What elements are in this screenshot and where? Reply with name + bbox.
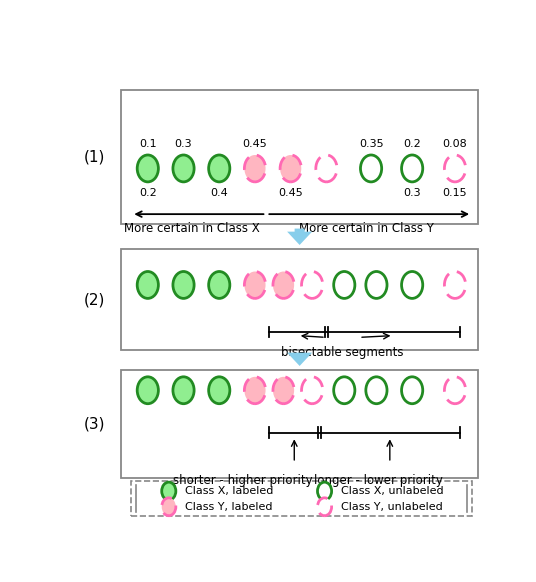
Ellipse shape bbox=[401, 377, 423, 404]
Ellipse shape bbox=[137, 271, 159, 299]
Text: 0.08: 0.08 bbox=[443, 139, 467, 149]
Text: (2): (2) bbox=[83, 292, 105, 307]
Text: More certain in Class X: More certain in Class X bbox=[124, 222, 259, 235]
Text: 0.2: 0.2 bbox=[139, 188, 157, 198]
Text: shorter - higher priority: shorter - higher priority bbox=[173, 474, 312, 487]
Ellipse shape bbox=[280, 155, 301, 182]
FancyBboxPatch shape bbox=[121, 249, 478, 350]
Text: 0.4: 0.4 bbox=[210, 188, 228, 198]
Ellipse shape bbox=[273, 271, 294, 299]
Ellipse shape bbox=[317, 498, 332, 516]
Text: 0.2: 0.2 bbox=[403, 139, 421, 149]
Ellipse shape bbox=[316, 155, 337, 182]
Ellipse shape bbox=[366, 377, 387, 404]
Ellipse shape bbox=[334, 377, 355, 404]
Ellipse shape bbox=[173, 377, 194, 404]
Text: (1): (1) bbox=[83, 150, 105, 165]
Text: longer - lower priority: longer - lower priority bbox=[314, 474, 443, 487]
Ellipse shape bbox=[137, 155, 159, 182]
Ellipse shape bbox=[244, 377, 265, 404]
Ellipse shape bbox=[361, 155, 382, 182]
Text: 0.45: 0.45 bbox=[243, 139, 267, 149]
Text: Class Y, labeled: Class Y, labeled bbox=[185, 502, 273, 512]
Ellipse shape bbox=[401, 271, 423, 299]
Text: Class X, unlabeled: Class X, unlabeled bbox=[341, 486, 444, 496]
FancyBboxPatch shape bbox=[131, 481, 472, 516]
Ellipse shape bbox=[273, 377, 294, 404]
Ellipse shape bbox=[209, 271, 230, 299]
Ellipse shape bbox=[302, 377, 323, 404]
Ellipse shape bbox=[401, 155, 423, 182]
Ellipse shape bbox=[366, 271, 387, 299]
Text: 0.15: 0.15 bbox=[443, 188, 467, 198]
FancyBboxPatch shape bbox=[121, 370, 478, 478]
Ellipse shape bbox=[162, 482, 176, 500]
Text: 0.35: 0.35 bbox=[359, 139, 383, 149]
Ellipse shape bbox=[137, 377, 159, 404]
Ellipse shape bbox=[444, 155, 466, 182]
Text: More certain in Class Y: More certain in Class Y bbox=[299, 222, 434, 235]
Ellipse shape bbox=[244, 155, 265, 182]
Text: Class X, labeled: Class X, labeled bbox=[185, 486, 274, 496]
Ellipse shape bbox=[444, 377, 466, 404]
Text: 0.45: 0.45 bbox=[278, 188, 303, 198]
Ellipse shape bbox=[209, 155, 230, 182]
Ellipse shape bbox=[173, 155, 194, 182]
Ellipse shape bbox=[162, 498, 176, 516]
Text: bisectable segments: bisectable segments bbox=[281, 346, 404, 359]
FancyBboxPatch shape bbox=[121, 90, 478, 225]
Ellipse shape bbox=[209, 377, 230, 404]
Text: 0.1: 0.1 bbox=[139, 139, 157, 149]
Text: 0.3: 0.3 bbox=[404, 188, 421, 198]
Ellipse shape bbox=[334, 271, 355, 299]
Ellipse shape bbox=[302, 271, 323, 299]
Ellipse shape bbox=[317, 482, 332, 500]
Ellipse shape bbox=[173, 271, 194, 299]
Text: Class Y, unlabeled: Class Y, unlabeled bbox=[341, 502, 443, 512]
Ellipse shape bbox=[444, 271, 466, 299]
Text: (3): (3) bbox=[83, 416, 105, 431]
Ellipse shape bbox=[244, 271, 265, 299]
Text: 0.3: 0.3 bbox=[175, 139, 192, 149]
